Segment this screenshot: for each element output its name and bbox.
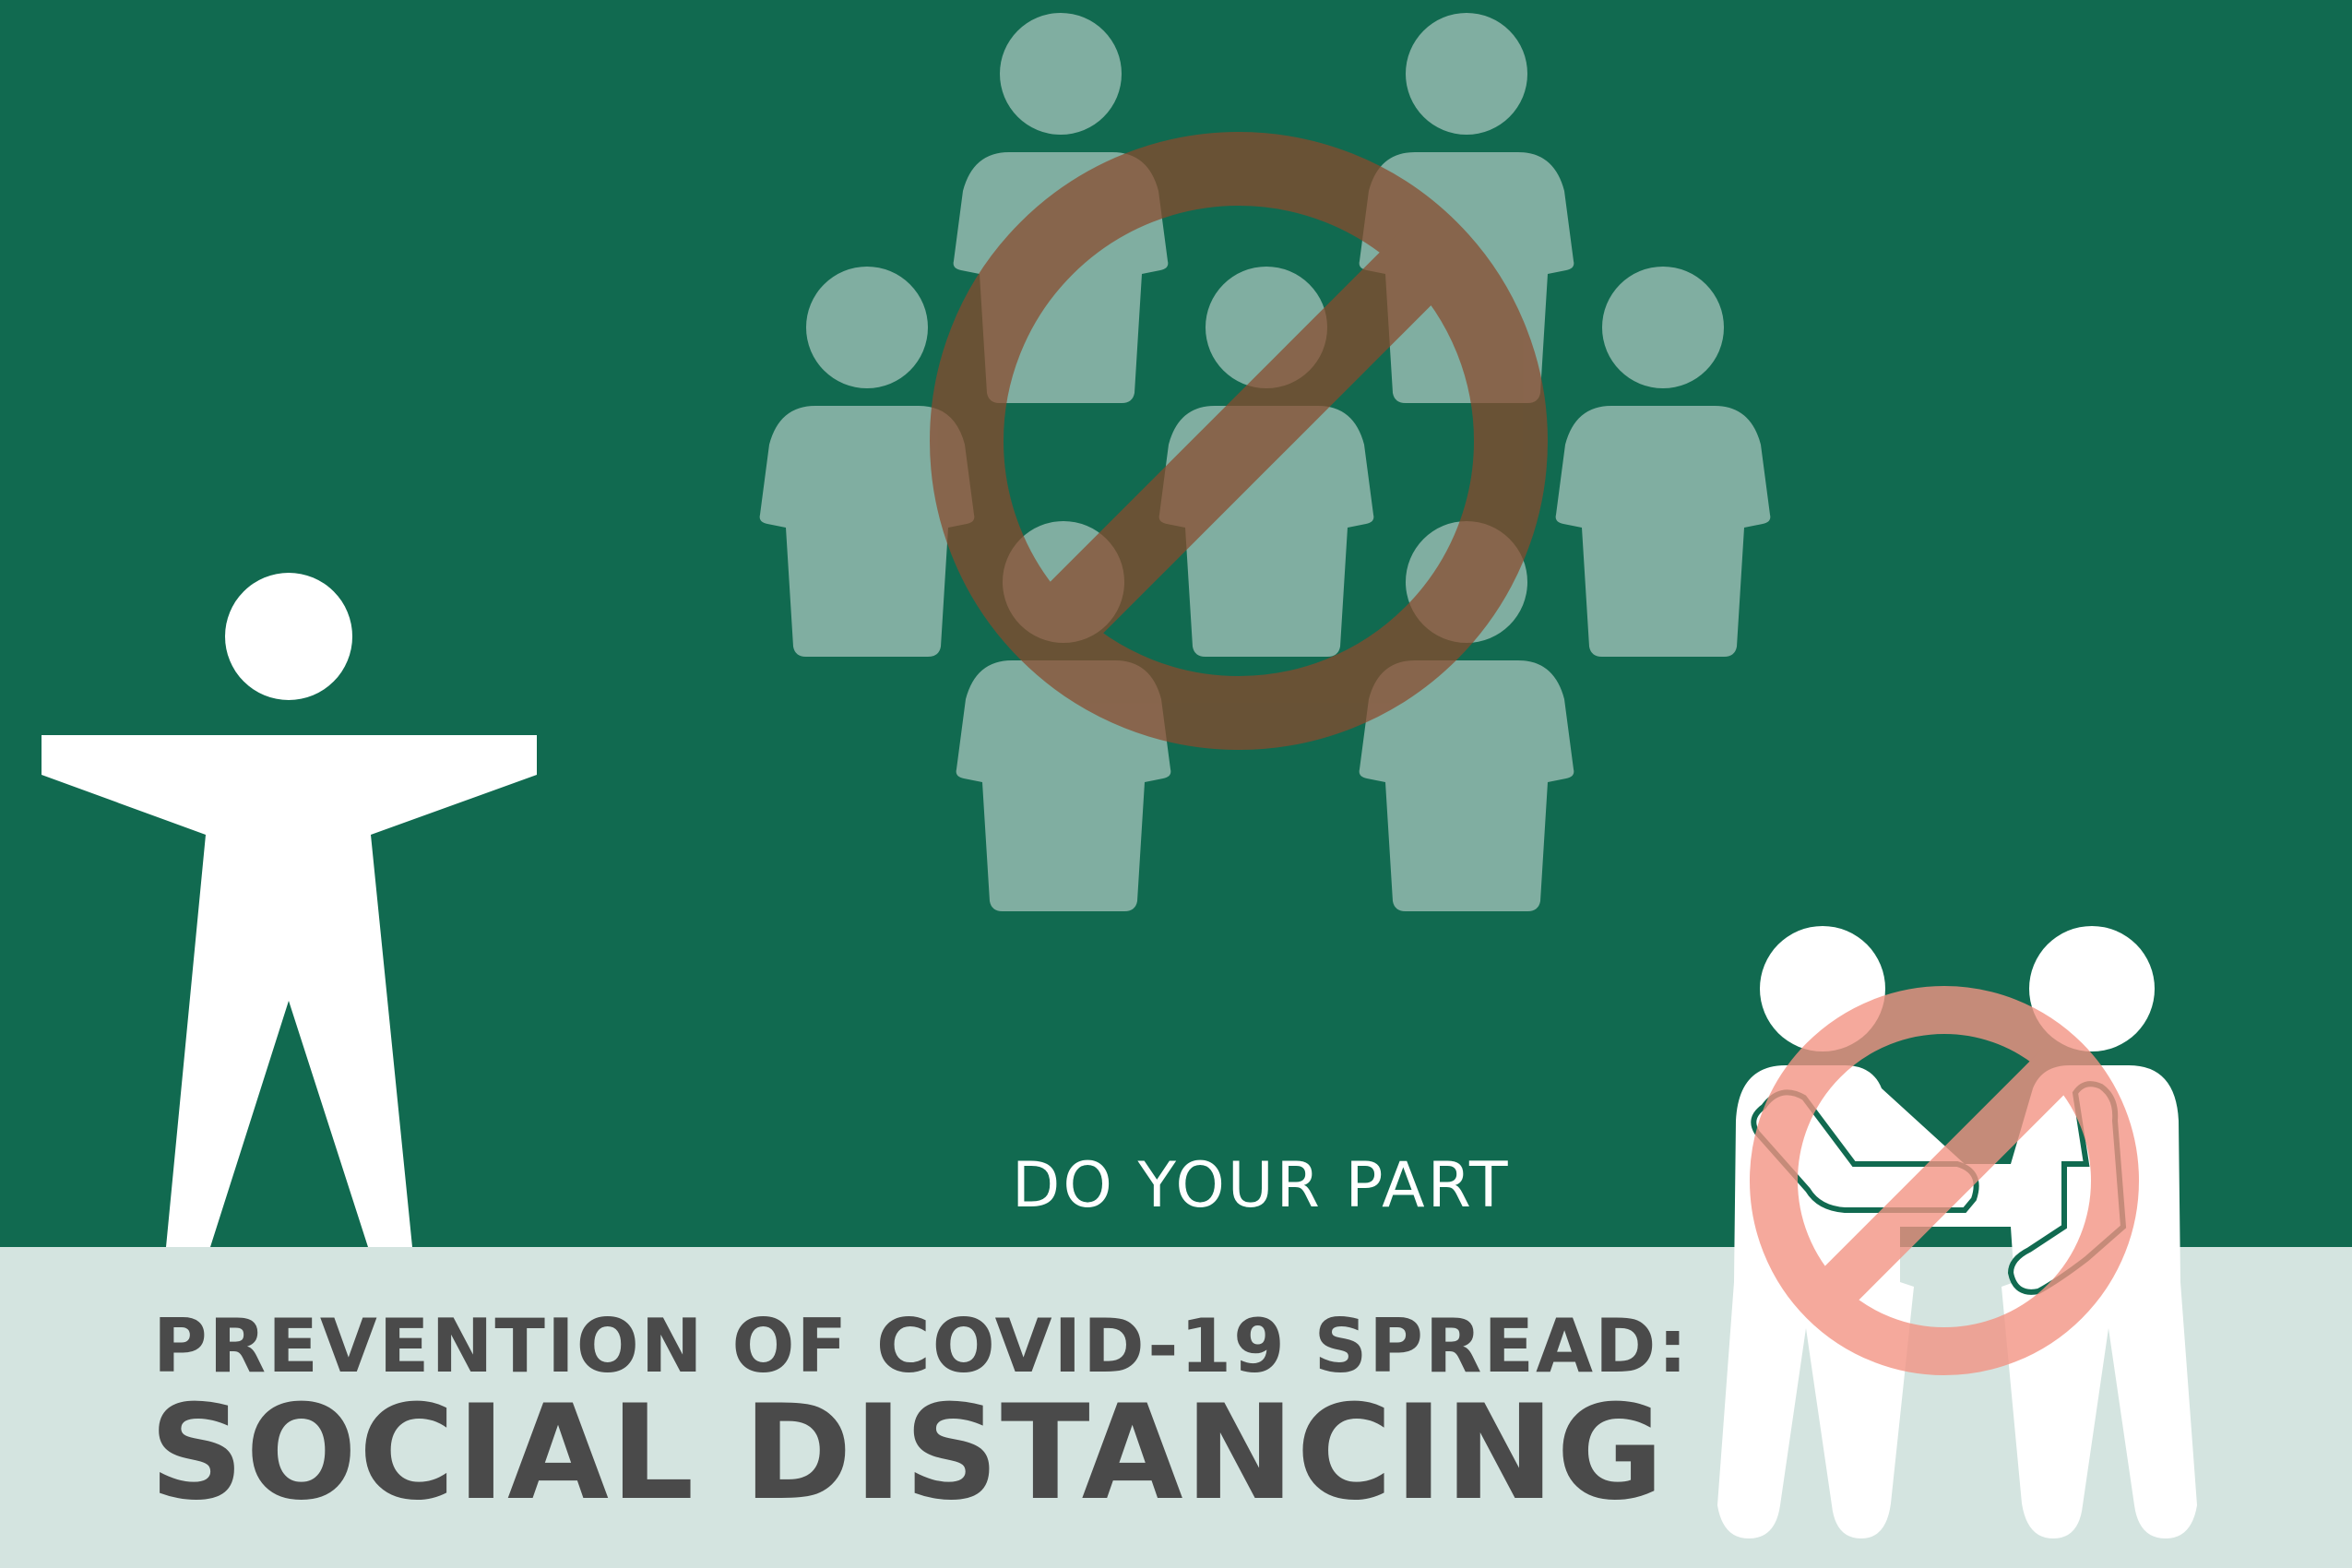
right-person-head	[2029, 926, 2155, 1051]
person-arms-out-icon	[42, 573, 537, 1247]
tagline: DO YOUR PART	[1012, 1149, 1511, 1222]
right-person-body	[2002, 1065, 2197, 1538]
person-head	[225, 573, 352, 700]
crowd-person-icon	[1555, 267, 1771, 657]
no-symbol-icon	[930, 132, 1548, 750]
handshake-no-symbol-slash	[1807, 1043, 2082, 1318]
headline: PREVENTION OF COVID-19 SPREAD:	[153, 1303, 1690, 1389]
handshake-no-symbol-icon	[1750, 986, 2139, 1375]
footer-band	[0, 1247, 2352, 1568]
no-symbol-ring	[930, 132, 1548, 750]
no-symbol-slash	[1027, 226, 1458, 658]
person-body	[42, 735, 537, 1247]
page-title: SOCIAL DISTANCING	[149, 1377, 1666, 1529]
handshake-no-symbol-ring	[1750, 986, 2139, 1375]
